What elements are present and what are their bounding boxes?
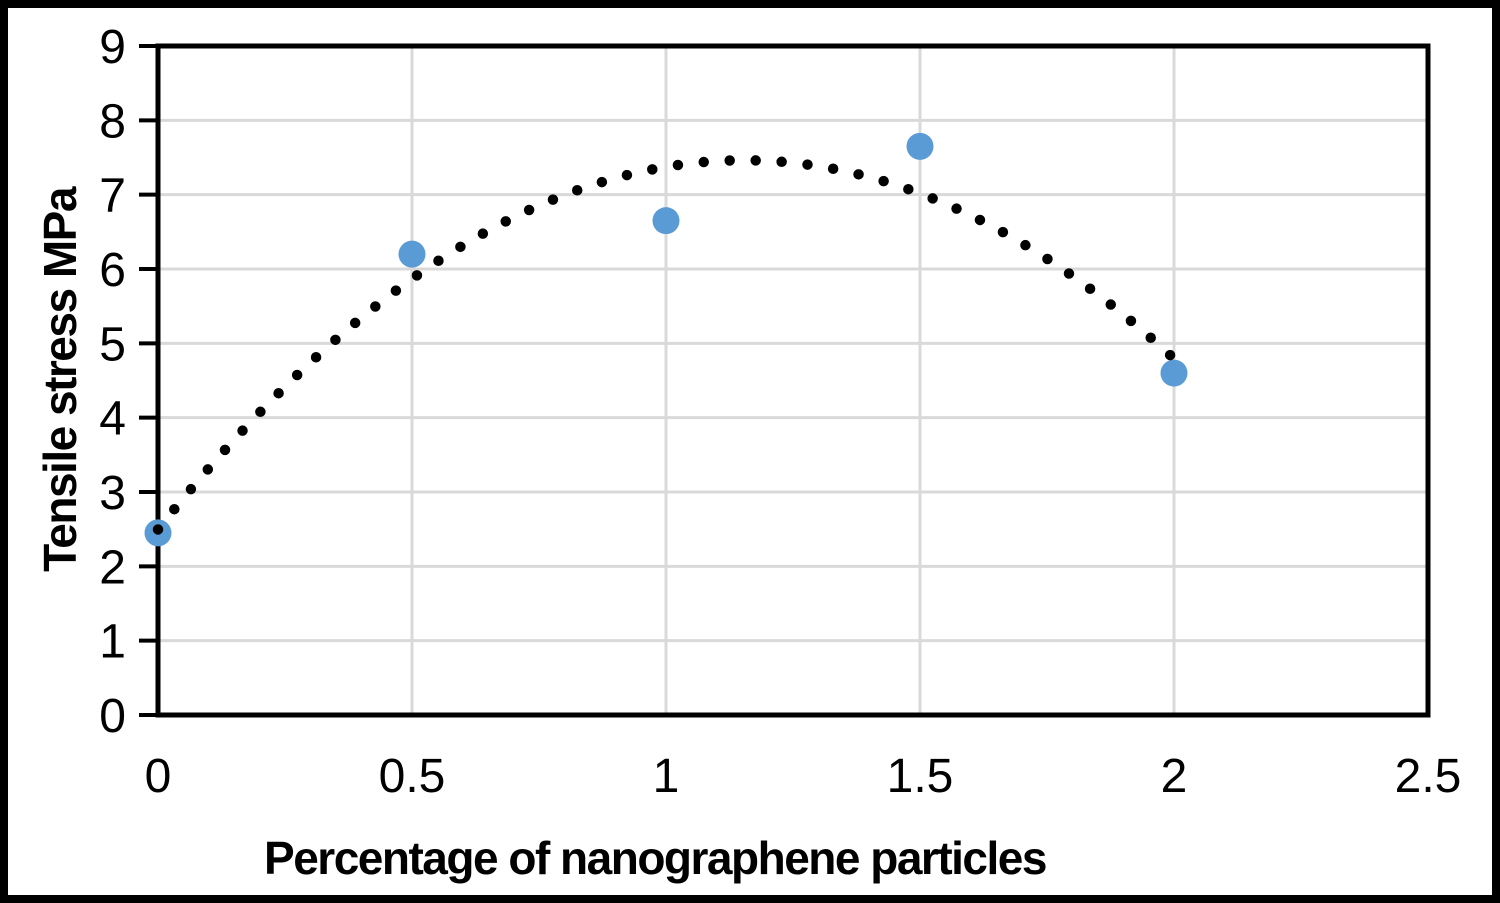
gridlines bbox=[158, 46, 1428, 715]
data-point-marker bbox=[906, 132, 934, 160]
y-axis-tick-marks bbox=[139, 44, 158, 717]
y-tick-label: 9 bbox=[99, 21, 126, 74]
x-axis-title: Percentage of nanographene particles bbox=[264, 832, 1046, 884]
x-tick-label: 2 bbox=[1161, 750, 1188, 803]
data-point-marker bbox=[652, 207, 680, 235]
x-tick-label: 1.5 bbox=[887, 750, 954, 803]
y-tick-label: 5 bbox=[99, 318, 126, 371]
y-tick-label: 8 bbox=[99, 95, 126, 148]
y-axis-title: Tensile stress MPa bbox=[34, 186, 86, 572]
axis-tick-labels: 0 1 2 3 4 5 6 7 8 9 0 0.5 1 1.5 2 2.5 bbox=[99, 21, 1461, 803]
x-tick-label: 0 bbox=[145, 750, 172, 803]
y-tick-label: 0 bbox=[99, 690, 126, 743]
dotted-trendline bbox=[152, 155, 1180, 535]
y-tick-label: 6 bbox=[99, 244, 126, 297]
y-tick-label: 1 bbox=[99, 616, 126, 669]
y-tick-label: 2 bbox=[99, 541, 126, 594]
data-point-marker bbox=[1160, 359, 1188, 387]
y-tick-label: 7 bbox=[99, 170, 126, 223]
y-tick-label: 4 bbox=[99, 393, 126, 446]
plot-area-border bbox=[155, 43, 1431, 718]
x-tick-label: 2.5 bbox=[1395, 750, 1462, 803]
data-point-markers bbox=[144, 132, 1188, 547]
x-tick-label: 0.5 bbox=[379, 750, 446, 803]
data-point-marker bbox=[398, 240, 426, 268]
x-tick-label: 1 bbox=[653, 750, 680, 803]
y-tick-label: 3 bbox=[99, 467, 126, 520]
